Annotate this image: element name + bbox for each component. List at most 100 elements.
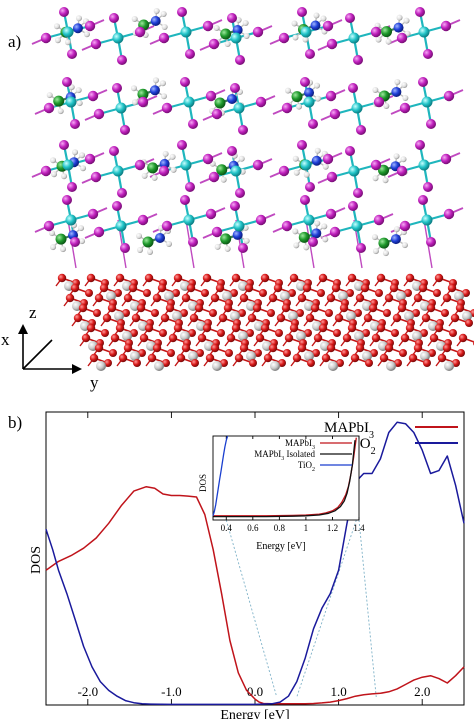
oxygen-atom [260,323,270,333]
oxygen-atom [317,289,325,297]
hydrogen-atom [224,245,231,252]
oxygen-atom [455,303,465,313]
nitrogen-atom [226,93,237,104]
lead-atom [112,32,124,44]
oxygen-atom [318,273,328,283]
oxygen-atom [131,313,141,323]
oxygen-atom [114,289,122,297]
oxygen-atom [94,293,104,303]
hydrogen-atom [79,152,86,159]
oxygen-atom [152,343,162,353]
nitrogen-atom [304,87,315,98]
iodine-atom [177,7,187,17]
oxygen-atom [325,309,333,317]
oxygen-atom [225,349,233,357]
iodine-atom [255,214,267,226]
hydrogen-atom [72,149,79,156]
oxygen-atom [78,303,88,313]
hydrogen-atom [382,250,389,257]
hydrogen-atom [314,82,321,89]
inset-chart: 0.4 0.6 0.8 1 1.2 1.4 Energy [eV] DOS MAPbI3 … [198,435,365,552]
inset-series [212,435,357,518]
iodine-atom [137,96,149,108]
oxygen-atom [162,359,170,367]
iodine-atom [188,237,198,247]
iodine-atom [440,20,452,32]
hydrogen-atom [292,155,299,162]
oxygen-atom [138,349,146,357]
iodine-atom [373,214,385,226]
hydrogen-atom [153,7,160,14]
nitrogen-atom [310,20,321,31]
oxygen-atom [249,359,257,367]
oxygen-atom [297,293,307,303]
oxygen-atom [202,323,212,333]
oxygen-atom [465,319,473,327]
iodine-atom [278,32,290,44]
oxygen-atom [412,309,420,317]
iodine-atom [322,153,334,165]
oxygen-atom [246,329,254,337]
iodine-atom [112,201,122,211]
titanium-atom [444,361,454,371]
hydrogen-atom [293,242,300,249]
nitrogen-atom [311,155,322,166]
oxygen-atom [122,309,130,317]
oxygen-atom [118,353,128,363]
hydrogen-atom [322,163,329,170]
oxygen-atom [375,289,383,297]
dos-tick-label: 2.0 [414,684,430,699]
oxygen-atom [244,283,254,293]
oxygen-atom [389,283,399,293]
hydrogen-atom [131,99,138,106]
carbon-atom [291,91,303,103]
titanium-atom [180,331,190,341]
oxygen-atom [394,359,402,367]
lead-atom [180,26,192,38]
oxygen-atom [128,283,138,293]
iodine-atom [185,182,195,192]
hydrogen-atom [293,169,300,176]
hydrogen-atom [243,33,250,40]
oxygen-atom [157,283,167,293]
iodine-atom [396,32,408,44]
iodine-atom [84,20,96,32]
titanium-atom [346,311,356,321]
hydrogen-atom [313,12,320,19]
iodine-atom [353,55,363,65]
lead-atom [421,214,433,226]
iodine-atom [62,195,72,205]
panel-b-label: b) [8,413,22,432]
iodine-atom [227,146,237,156]
iodine-atom [345,146,355,156]
hydrogen-atom [372,248,379,255]
oxygen-atom [307,359,315,367]
iodine-atom [134,159,146,171]
oxygen-atom [86,273,96,283]
iodine-atom [305,182,315,192]
iodine-atom [443,208,455,220]
hydrogen-atom [235,17,242,24]
iodine-atom [40,165,52,177]
oxygen-atom [205,353,215,363]
oxygen-atom [452,359,460,367]
lead-atom [112,165,124,177]
iodine-atom [161,220,173,232]
oxygen-atom [65,293,75,303]
hydrogen-atom [169,153,176,160]
iodine-atom [418,195,428,205]
oxygen-atom [144,323,154,333]
iodine-atom [415,140,425,150]
hydrogen-atom [296,103,303,110]
oxygen-atom [418,283,428,293]
iodine-atom [238,243,248,253]
titanium-atom [222,291,232,301]
lead-atom [62,26,74,38]
hydrogen-atom [137,246,144,253]
oxygen-atom [405,323,415,333]
titanium-atom [172,311,182,321]
iodine-atom [300,195,310,205]
iodine-atom [308,119,318,129]
oxygen-atom [247,313,257,323]
iodine-atom [326,171,338,183]
